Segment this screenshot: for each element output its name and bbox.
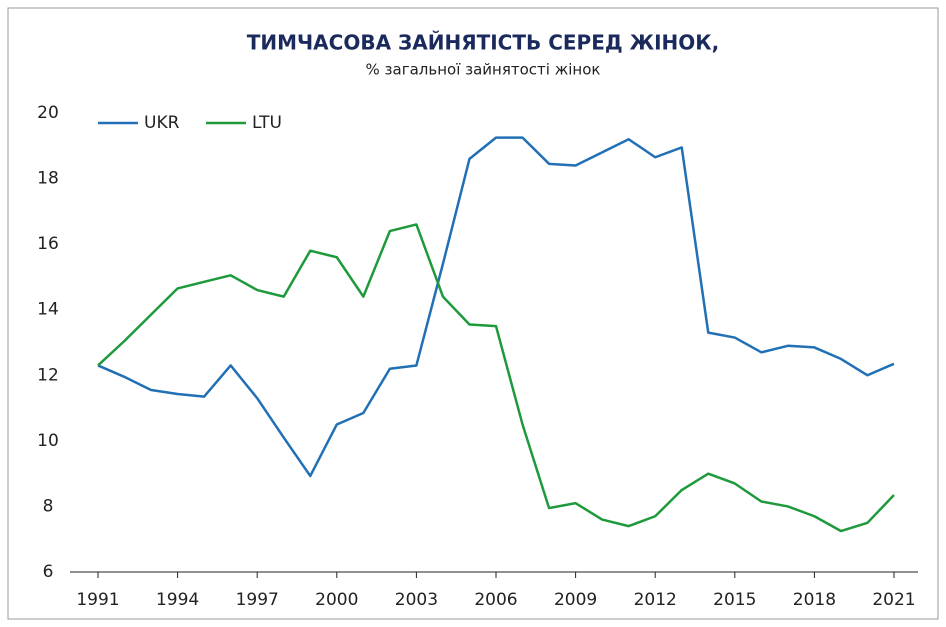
series-line [97,136,895,478]
x-tick-label: 2009 [554,590,597,610]
y-tick-label: 20 [37,103,59,123]
x-tick-label: 2006 [474,590,517,610]
legend-label: LTU [252,113,282,133]
y-tick-label: 8 [43,496,54,516]
x-tick-label: 2021 [872,590,915,610]
x-tick-label: 2018 [793,590,836,610]
x-tick-label: 1994 [156,590,199,610]
legend-label: UKR [144,113,180,133]
y-tick-label: 12 [37,365,59,385]
x-tick-label: 1991 [76,590,119,610]
x-tick-label: 2012 [634,590,677,610]
chart-title: ТИМЧАСОВА ЗАЙНЯТІСТЬ СЕРЕД ЖІНОК, [247,31,720,55]
y-tick-label: 10 [37,431,59,451]
y-tick-label: 14 [37,300,59,320]
y-tick-label: 16 [37,234,59,254]
x-tick-label: 2000 [315,590,358,610]
x-tick-label: 2015 [713,590,756,610]
series-line [97,223,895,533]
y-tick-label: 18 [37,169,59,189]
chart-subtitle: % загальної зайнятості жінок [366,61,601,79]
x-tick-label: 1997 [236,590,279,610]
frame [7,7,939,620]
x-tick-label: 2003 [395,590,438,610]
y-tick-label: 6 [43,562,54,582]
